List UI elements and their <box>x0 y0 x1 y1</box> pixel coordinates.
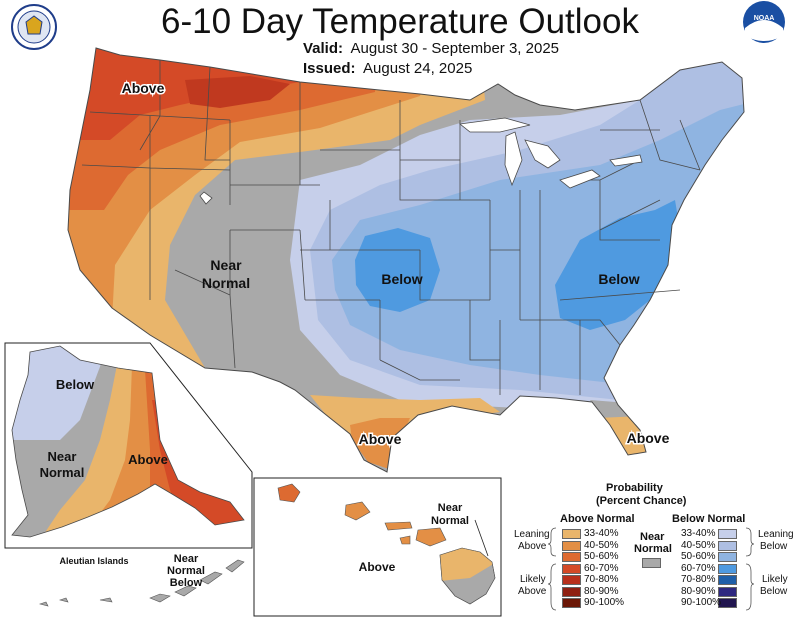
issued-label: Issued: <box>303 60 356 77</box>
above-range-label-6: 80-90% <box>584 585 619 597</box>
below-range-label-3: 50-60% <box>681 551 716 562</box>
above-swatch-1 <box>562 529 581 539</box>
below-swatch-4 <box>718 563 737 574</box>
gray-florida-band <box>590 400 660 418</box>
legend-near-2: Normal <box>634 543 672 555</box>
valid-label: Valid: <box>303 40 344 57</box>
label-aleutian-below: Below <box>170 577 203 589</box>
hawaii-lanai <box>399 535 411 545</box>
hawaii-kauai <box>277 483 301 503</box>
issued-line: Issued: August 24, 2025 <box>303 60 472 77</box>
above-swatch-6 <box>562 586 581 597</box>
state-boundaries <box>67 47 745 473</box>
below-swatch-2 <box>718 540 737 551</box>
hawaii-maui <box>415 527 447 547</box>
below-range-label-5: 70-80% <box>681 574 716 585</box>
noaa-logo-text: NOAA <box>754 15 775 22</box>
issued-date: August 24, 2025 <box>363 60 473 77</box>
legend-title-1: Probability <box>606 482 663 494</box>
hawaii-oahu <box>344 501 371 521</box>
above-swatch-2 <box>562 540 581 551</box>
legend-near-1: Near <box>640 531 665 543</box>
above-range-label-5: 70-80% <box>584 574 619 585</box>
below-range-label-1: 33-40% <box>681 528 716 539</box>
page-title: 6-10 Day Temperature Outlook <box>161 2 639 41</box>
below-swatch-1 <box>718 529 737 539</box>
above-swatch-3 <box>562 552 581 562</box>
above-swatch-7 <box>562 598 581 608</box>
legend-near-swatch <box>642 558 661 568</box>
above-range-label-4: 60-70% <box>584 562 619 574</box>
label-below-east: Below <box>598 271 639 287</box>
above-33-texas <box>310 395 500 460</box>
below-range-label-6: 80-90% <box>681 585 716 597</box>
label-alaska-below: Below <box>56 377 95 392</box>
noaa-logo: NOAA <box>743 1 785 43</box>
legend-likely-above-1: Likely <box>520 574 546 585</box>
legend-leaning-below-1: Leaning <box>758 529 794 540</box>
aleutian-islands-shapes <box>38 559 245 607</box>
legend-above-header: Above Normal <box>560 513 635 525</box>
label-above-florida: Above <box>627 430 670 446</box>
label-aleutian-islands: Aleutian Islands <box>59 556 128 566</box>
label-above-texas: Above <box>359 431 402 447</box>
above-range-label-1: 33-40% <box>584 528 619 539</box>
label-near-normal-west-1: Near <box>210 257 242 273</box>
label-aleutian-near-2: Normal <box>167 565 205 577</box>
label-above-northwest: Above <box>122 80 165 96</box>
above-range-label-3: 50-60% <box>584 551 619 562</box>
conus-map <box>67 47 745 473</box>
below-range-label-4: 60-70% <box>681 562 716 574</box>
below-60-plains <box>355 228 440 312</box>
legend-leaning-below-2: Below <box>760 541 788 552</box>
legend-title-2: (Percent Chance) <box>596 495 687 507</box>
legend-likely-below-1: Likely <box>762 574 788 585</box>
label-near-normal-west-2: Normal <box>202 275 250 291</box>
alaska-inset <box>4 342 253 607</box>
hawaii-inset <box>253 477 502 617</box>
label-hawaii-near-2: Normal <box>431 515 469 527</box>
commerce-seal-logo <box>11 4 57 50</box>
label-alaska-near-1: Near <box>48 449 77 464</box>
label-below-plains: Below <box>381 271 422 287</box>
below-swatch-3 <box>718 552 737 562</box>
legend-leaning-above-2: Above <box>518 541 547 552</box>
label-aleutian-near-1: Near <box>174 553 199 565</box>
valid-dates: August 30 - September 3, 2025 <box>350 40 560 57</box>
label-hawaii-near-1: Near <box>438 502 463 514</box>
above-range-label-7: 90-100% <box>584 597 625 608</box>
hawaii-molokai <box>384 521 413 531</box>
legend-leaning-above-1: Leaning <box>514 529 550 540</box>
legend-below-header: Below Normal <box>672 513 746 525</box>
below-range-label-7: 90-100% <box>681 597 722 608</box>
above-70-northwest <box>185 76 290 108</box>
great-lakes <box>199 117 643 205</box>
label-alaska-above: Above <box>128 452 168 467</box>
label-hawaii-above: Above <box>359 560 396 574</box>
label-alaska-near-2: Normal <box>40 465 85 480</box>
valid-line: Valid: August 30 - September 3, 2025 <box>303 40 559 57</box>
hawaii-near-leader <box>474 519 489 557</box>
above-range-label-2: 40-50% <box>584 539 619 551</box>
below-range-label-2: 40-50% <box>681 539 716 551</box>
below-swatch-7 <box>718 598 737 608</box>
legend-likely-below-2: Below <box>760 586 788 597</box>
below-swatch-5 <box>718 575 737 585</box>
below-swatch-6 <box>718 586 737 597</box>
above-swatch-4 <box>562 563 581 574</box>
legend-likely-above-2: Above <box>518 586 547 597</box>
above-swatch-5 <box>562 575 581 585</box>
